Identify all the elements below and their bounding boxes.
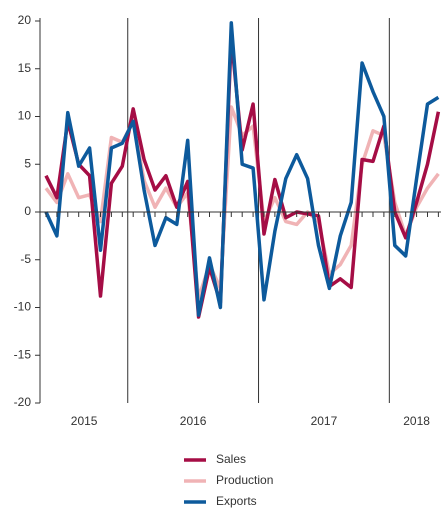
y-tick-label: 0: [24, 204, 31, 218]
x-tick-label: 2018: [403, 414, 430, 428]
x-tick-label: 2016: [180, 414, 207, 428]
y-tick-label: -20: [14, 395, 32, 409]
y-tick-label: 5: [24, 156, 31, 170]
y-tick-label: -5: [20, 252, 31, 266]
legend-label: Exports: [216, 494, 257, 508]
lines-layer: [44, 21, 441, 319]
y-tick-label: 15: [18, 61, 32, 75]
x-tick-label: 2017: [311, 414, 338, 428]
legend-label: Sales: [216, 452, 246, 466]
y-tick-label: 20: [18, 13, 32, 27]
grid-layer: [127, 18, 390, 403]
y-tick-label: -10: [14, 300, 32, 314]
y-tick-label: 10: [18, 109, 32, 123]
x-tick-label: 2015: [71, 414, 98, 428]
y-tick-label: -15: [14, 347, 32, 361]
axes-layer: -20 -15 -10 -5 0 5 10 15 20 2015 2016 2017 2018: [14, 13, 441, 428]
legend: Sales Production Exports: [184, 452, 273, 508]
legend-label: Production: [216, 473, 273, 487]
series-line: [44, 21, 440, 317]
